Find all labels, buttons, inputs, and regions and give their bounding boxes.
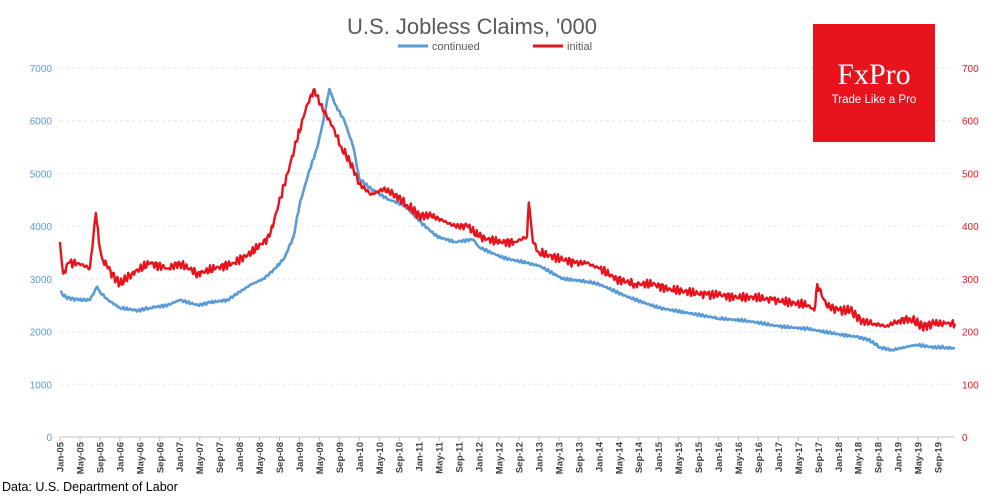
y-right-tick-label: 200 [962,328,979,339]
y-left-tick-label: 3000 [30,275,53,286]
x-tick-label: Jan-11 [415,441,426,471]
x-tick-label: Jan-13 [534,442,545,472]
y-left-tick-label: 2000 [30,328,53,339]
x-tick-label: May-05 [75,441,86,474]
x-tick-label: May-10 [375,442,386,474]
x-tick-label: May-19 [914,442,925,474]
y-left-tick-label: 7000 [30,64,53,75]
x-tick-label: May-13 [554,442,565,474]
legend-continued-label: continued [432,41,480,53]
x-tick-label: May-15 [674,441,685,474]
x-tick-label: Sep-07 [215,442,226,473]
x-tick-label: May-18 [854,442,865,474]
fxpro-logo: FxPro Trade Like a Pro [813,24,935,142]
y-axis-right: 0 100 200 300 400 500 600 700 [962,64,979,444]
x-tick-label: Jan-14 [594,441,605,472]
plot-area [58,87,957,352]
x-tick-label: Sep-12 [514,442,525,473]
x-tick-label: Sep-09 [335,442,346,473]
y-right-tick-label: 0 [962,433,968,444]
y-right-tick-label: 100 [962,380,979,391]
x-tick-label: Jan-09 [295,442,306,472]
y-left-tick-label: 5000 [30,169,53,180]
x-tick-label: May-08 [255,442,266,474]
y-axis-left: 0 1000 2000 3000 4000 5000 6000 7000 [30,64,53,444]
y-left-tick-label: 6000 [30,117,53,128]
x-tick-label: Sep-11 [455,441,466,472]
legend: continued initial [398,41,592,53]
x-tick-label: Jan-10 [355,442,366,472]
x-tick-label: Sep-16 [754,442,765,473]
legend-initial-label: initial [567,41,592,53]
y-left-tick-label: 4000 [30,222,53,233]
x-tick-label: May-07 [195,442,206,474]
y-right-tick-label: 400 [962,222,979,233]
x-axis: Jan-05 May-05 Sep-05 Jan-06 May-06 Sep-06 Jan-… [56,437,945,474]
y-right-tick-label: 500 [962,169,979,180]
x-tick-label: May-09 [315,442,326,474]
x-tick-label: Sep-15 [694,441,705,473]
y-right-tick-label: 700 [962,64,979,75]
x-tick-label: May-12 [495,442,506,474]
x-tick-label: Jan-12 [475,442,486,472]
x-tick-label: Sep-18 [874,442,885,473]
x-tick-label: Sep-10 [395,442,406,473]
logo-brand-name: FxPro [837,58,911,91]
x-tick-label: Sep-19 [934,442,945,473]
x-tick-label: Jan-19 [894,442,905,472]
x-tick-label: May-06 [135,442,146,474]
x-tick-label: Jan-05 [56,441,67,472]
x-tick-label: Jan-17 [774,442,785,472]
y-right-tick-label: 300 [962,275,979,286]
y-left-tick-label: 0 [46,433,52,444]
chart-title: U.S. Jobless Claims, '000 [347,14,597,39]
logo-tagline: Trade Like a Pro [831,94,917,106]
x-tick-label: May-14 [614,441,625,474]
x-tick-label: Jan-07 [175,442,186,472]
x-tick-label: Jan-06 [115,442,126,472]
x-tick-label: Sep-13 [574,442,585,473]
x-tick-label: Sep-08 [275,442,286,473]
series-line-initial [58,87,957,332]
x-tick-label: Sep-06 [155,442,166,473]
series-line-continued [59,87,956,352]
x-tick-label: Sep-05 [95,441,106,473]
x-tick-label: Sep-17 [814,442,825,473]
y-right-tick-label: 600 [962,117,979,128]
x-tick-label: May-16 [734,442,745,474]
x-tick-label: Jan-16 [714,442,725,472]
x-tick-label: May-17 [794,442,805,474]
x-tick-label: Jan-18 [834,442,845,472]
x-tick-label: May-11 [435,441,446,473]
x-tick-label: Jan-08 [235,442,246,472]
x-tick-label: Sep-14 [634,441,645,473]
y-left-tick-label: 1000 [30,380,53,391]
x-tick-label: Jan-15 [654,441,665,472]
gridlines [60,67,955,385]
data-source: Data: U.S. Department of Labor [2,480,178,494]
